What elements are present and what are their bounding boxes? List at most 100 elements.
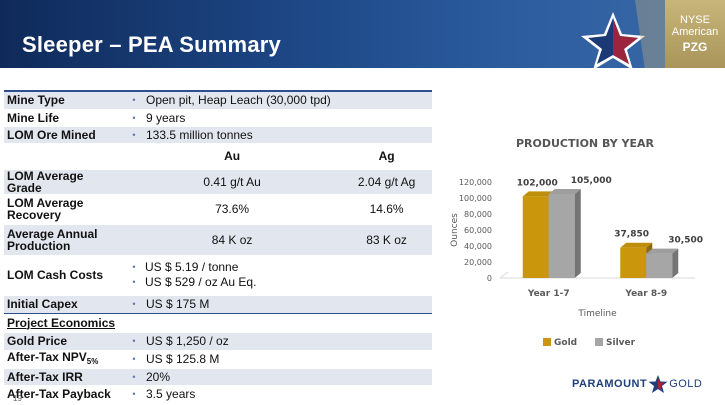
y-tick-label: 100,000 bbox=[459, 194, 492, 203]
row-label: Mine Life bbox=[4, 109, 123, 127]
table-row: Average Annual Production 84 K oz 83 K o… bbox=[4, 224, 432, 256]
x-axis-depth-line bbox=[499, 271, 509, 279]
paramount-gold-logo: PARAMOUNT GOLD bbox=[572, 374, 702, 394]
bullet-icon: • bbox=[123, 90, 145, 110]
bar-gold-top bbox=[522, 191, 555, 197]
data-label: 37,850 bbox=[614, 230, 649, 240]
section-header: Project Economics bbox=[7, 315, 116, 330]
table-row: LOM Cash Costs • US $ 5.19 / tonne • US $ … bbox=[4, 255, 432, 296]
star-icon bbox=[648, 375, 668, 393]
legend-swatch-silver bbox=[595, 338, 603, 346]
row-value: US $ 5.19 / tonne bbox=[145, 260, 239, 274]
legend-label-gold: Gold bbox=[554, 338, 577, 348]
y-tick-label: 80,000 bbox=[464, 210, 492, 219]
table-row: LOM Average Recovery 73.6% 14.6% bbox=[4, 194, 432, 225]
title-banner: Sleeper – PEA Summary NYSE American PZG bbox=[0, 0, 725, 68]
row-label: After-Tax NPV bbox=[7, 349, 87, 364]
column-header-au: Au bbox=[123, 143, 342, 170]
column-header-ag: Ag bbox=[341, 143, 432, 170]
bar-silver-top bbox=[646, 248, 679, 254]
au-value: 84 K oz bbox=[123, 224, 342, 256]
y-tick-label: 40,000 bbox=[464, 242, 492, 251]
table-row: Mine Life • 9 years bbox=[4, 109, 432, 127]
row-label-subscript: 5% bbox=[86, 356, 99, 366]
row-label: LOM Average Recovery bbox=[4, 194, 123, 225]
row-value: 9 years bbox=[145, 109, 432, 127]
row-label: Gold Price bbox=[4, 332, 123, 351]
brand-word-2: GOLD bbox=[669, 378, 703, 390]
page-number: 19 bbox=[13, 394, 22, 403]
page-title: Sleeper – PEA Summary bbox=[22, 32, 281, 57]
data-label: 30,500 bbox=[668, 236, 703, 246]
row-value: 3.5 years bbox=[145, 385, 432, 403]
ag-value: 2.04 g/t Ag bbox=[341, 169, 432, 195]
au-value: 0.41 g/t Au bbox=[123, 169, 342, 195]
x-axis-label: Timeline bbox=[577, 309, 617, 319]
row-label: After-Tax Payback bbox=[4, 385, 123, 403]
row-value: US $ 1,250 / oz bbox=[145, 332, 432, 351]
table-header-row: Au Ag bbox=[4, 143, 432, 170]
y-axis-label: Ounces bbox=[450, 213, 460, 247]
ag-value: 83 K oz bbox=[341, 224, 432, 256]
brand-word-1: PARAMOUNT bbox=[572, 378, 648, 390]
table-section-row: Project Economics bbox=[4, 313, 432, 333]
row-label: After-Tax IRR bbox=[4, 368, 123, 386]
table-row: After-Tax Payback • 3.5 years bbox=[4, 385, 432, 403]
x-tick-label: Year 8-9 bbox=[624, 289, 667, 299]
x-tick-label: Year 1-7 bbox=[527, 289, 570, 299]
row-label: Mine Type bbox=[4, 90, 123, 110]
row-value: US $ 125.8 M bbox=[145, 350, 432, 369]
row-value: Open pit, Heap Leach (30,000 tpd) bbox=[145, 90, 432, 110]
row-value: US $ 175 M bbox=[145, 295, 432, 314]
bullet-icon: • bbox=[123, 385, 145, 403]
table-row: Initial Capex • US $ 175 M bbox=[4, 295, 432, 314]
exchange-name: NYSE bbox=[680, 14, 710, 26]
row-value: 133.5 million tonnes bbox=[145, 126, 432, 144]
bullet-icon: • bbox=[132, 262, 136, 272]
legend-swatch-gold bbox=[543, 338, 551, 346]
bullet-icon: • bbox=[123, 350, 145, 369]
bar-silver-side bbox=[672, 248, 679, 278]
bullet-icon: • bbox=[132, 277, 136, 287]
legend-label-silver: Silver bbox=[606, 338, 636, 348]
bullet-icon: • bbox=[123, 109, 145, 127]
y-tick-label: 60,000 bbox=[464, 226, 492, 235]
y-tick-label: 0 bbox=[487, 274, 492, 283]
row-label: LOM Cash Costs bbox=[4, 255, 123, 296]
chart-title: PRODUCTION BY YEAR bbox=[515, 137, 655, 150]
row-label: LOM Average Grade bbox=[4, 169, 123, 195]
table-row: LOM Ore Mined • 133.5 million tonnes bbox=[4, 126, 432, 144]
data-label: 102,000 bbox=[517, 178, 558, 188]
row-label: Average Annual Production bbox=[4, 224, 123, 256]
bar-gold-front bbox=[522, 196, 549, 278]
star-logo-icon bbox=[581, 0, 665, 68]
exchange-market: American bbox=[671, 26, 719, 38]
row-value: US $ 529 / oz Au Eq. bbox=[145, 275, 257, 289]
y-tick-label: 120,000 bbox=[459, 178, 492, 187]
data-label: 105,000 bbox=[571, 176, 612, 186]
bar-silver-top bbox=[548, 189, 581, 194]
table-row: After-Tax IRR • 20% bbox=[4, 368, 432, 386]
table-row: Mine Type • Open pit, Heap Leach (30,000… bbox=[4, 90, 432, 110]
bar-gold-top bbox=[620, 242, 653, 248]
ag-value: 14.6% bbox=[341, 194, 432, 225]
table-row: After-Tax NPV5% • US $ 125.8 M bbox=[4, 349, 432, 369]
bar-silver-side bbox=[574, 189, 581, 278]
bullet-icon: • bbox=[123, 295, 145, 314]
row-label: LOM Ore Mined bbox=[4, 126, 123, 144]
row-value-list: • US $ 5.19 / tonne • US $ 529 / oz Au Eq. bbox=[123, 255, 432, 296]
bullet-icon: • bbox=[123, 332, 145, 351]
au-value: 73.6% bbox=[123, 194, 342, 225]
y-tick-label: 20,000 bbox=[464, 258, 492, 267]
ticker-symbol: PZG bbox=[682, 40, 708, 54]
bullet-icon: • bbox=[123, 368, 145, 386]
bullet-icon: • bbox=[123, 126, 145, 144]
bar-silver-front bbox=[646, 253, 673, 278]
row-value: 20% bbox=[145, 368, 432, 386]
exchange-badge: NYSE American PZG bbox=[665, 0, 725, 68]
table-row: LOM Average Grade 0.41 g/t Au 2.04 g/t A… bbox=[4, 169, 432, 195]
row-label: Initial Capex bbox=[4, 295, 123, 314]
bar-gold-front bbox=[620, 247, 647, 278]
bar-silver-front bbox=[548, 194, 575, 278]
production-chart: 0 20,000 40,000 60,000 80,000 100,000 120,000 O… bbox=[450, 176, 703, 348]
